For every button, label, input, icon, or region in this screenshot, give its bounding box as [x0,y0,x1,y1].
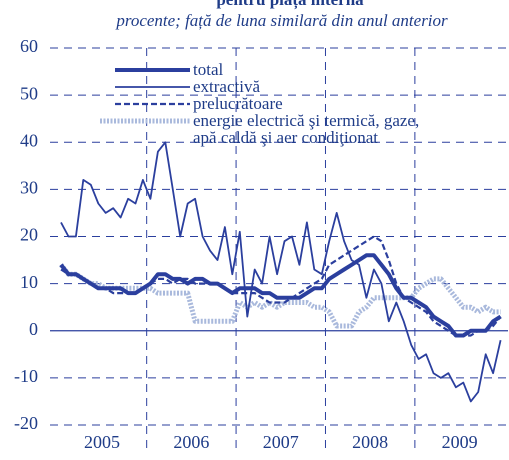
series-line [59,253,502,338]
y-tick-label: 60 [20,36,38,56]
series-line [60,235,502,337]
y-tick-label: 30 [20,178,38,198]
legend-label: total [193,60,224,79]
x-tick-label: 2008 [352,432,388,452]
x-tick-label: 2007 [263,432,299,452]
y-tick-label: 20 [20,225,38,245]
series-line [60,141,502,403]
legend-label: energie electrică şi termică, gaze, apă … [193,111,420,147]
x-tick-label: 2005 [84,432,120,452]
y-tick-label: -10 [14,366,38,386]
chart-subtitle: procente; față de luna similară din anul… [115,11,448,30]
y-tick-label: 10 [20,272,38,292]
y-tick-label: 0 [29,319,38,339]
chart-title: pentru piața internă [216,0,364,10]
legend-label: prelucrătoare [193,94,283,113]
series-line [59,263,501,329]
y-tick-label: 40 [20,130,38,150]
legend-label: extractivă [193,77,261,96]
x-tick-label: 2009 [442,432,478,452]
x-tick-label: 2006 [173,432,209,452]
y-tick-label: 50 [20,83,38,103]
y-tick-label: -20 [14,413,38,433]
